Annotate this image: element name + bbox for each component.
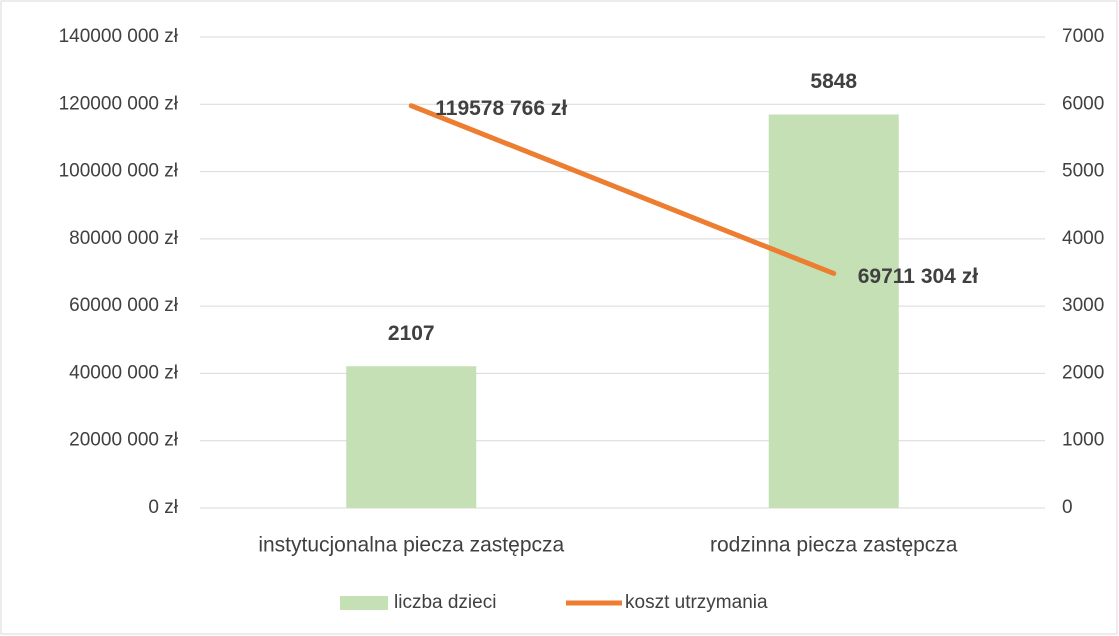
y2-tick-label: 4000 [1062, 228, 1104, 249]
y-tick-label: 60000 000 zł [69, 295, 179, 316]
legend-label: koszt utrzymania [625, 592, 768, 613]
y2-tick-label: 7000 [1062, 26, 1104, 47]
y2-tick-label: 5000 [1062, 161, 1104, 182]
legend-label: liczba dzieci [394, 592, 496, 613]
y-tick-label: 140000 000 zł [59, 26, 179, 47]
y2-tick-label: 1000 [1062, 430, 1104, 451]
y2-tick-label: 3000 [1062, 295, 1104, 316]
y2-tick-label: 0 [1062, 497, 1073, 518]
data-label: 5848 [810, 70, 857, 93]
x-tick-label: instytucjonalna piecza zastępcza [258, 534, 564, 557]
y-tick-label: 80000 000 zł [69, 228, 179, 249]
legend-swatch [340, 596, 388, 610]
bar [768, 114, 899, 508]
y-tick-label: 100000 000 zł [59, 161, 179, 182]
y-tick-label: 0 zł [148, 497, 178, 518]
y2-tick-label: 2000 [1062, 362, 1104, 383]
line [408, 103, 837, 276]
data-label: 69711 304 zł [858, 265, 978, 288]
y-tick-label: 120000 000 zł [59, 93, 179, 114]
bar [346, 366, 477, 508]
y-tick-label: 20000 000 zł [69, 430, 179, 451]
x-tick-label: rodzinna piecza zastępcza [710, 534, 958, 557]
y-tick-label: 40000 000 zł [69, 362, 179, 383]
data-label: 2107 [388, 322, 435, 345]
y2-tick-label: 6000 [1062, 93, 1104, 114]
data-label: 119578 766 zł [435, 97, 567, 120]
